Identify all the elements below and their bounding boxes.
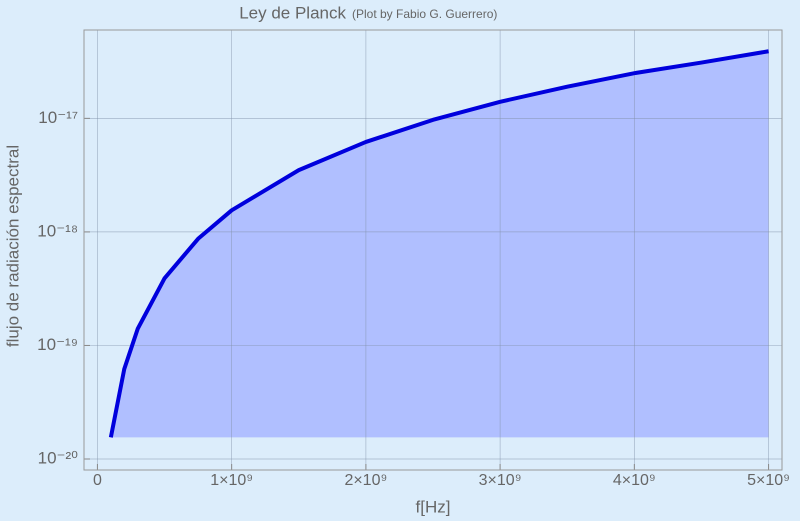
x-tick-label: 5×10⁹ <box>747 472 790 489</box>
y-tick-label: 10⁻¹⁹ <box>37 335 78 354</box>
y-tick-label: 10⁻¹⁷ <box>38 108 78 127</box>
y-tick-label: 10⁻²⁰ <box>38 448 79 467</box>
chart-title: Ley de Planck <box>239 3 346 22</box>
x-tick-label: 0 <box>93 472 102 489</box>
plot-frame <box>83 29 783 471</box>
chart-subtitle: (Plot by Fabio G. Guerrero) <box>352 7 497 21</box>
x-tick-label: 3×10⁹ <box>479 472 522 489</box>
x-tick-label: 2×10⁹ <box>344 472 387 489</box>
line <box>108 49 769 438</box>
x-axis-label: f[Hz] <box>416 497 451 516</box>
area <box>110 51 769 438</box>
y-tick-label: 10⁻¹⁸ <box>37 221 78 240</box>
x-tick-label: 1×10⁹ <box>210 472 253 489</box>
x-tick-label: 4×10⁹ <box>613 472 656 489</box>
y-axis-label: flujo de radiación espectral <box>3 145 22 347</box>
